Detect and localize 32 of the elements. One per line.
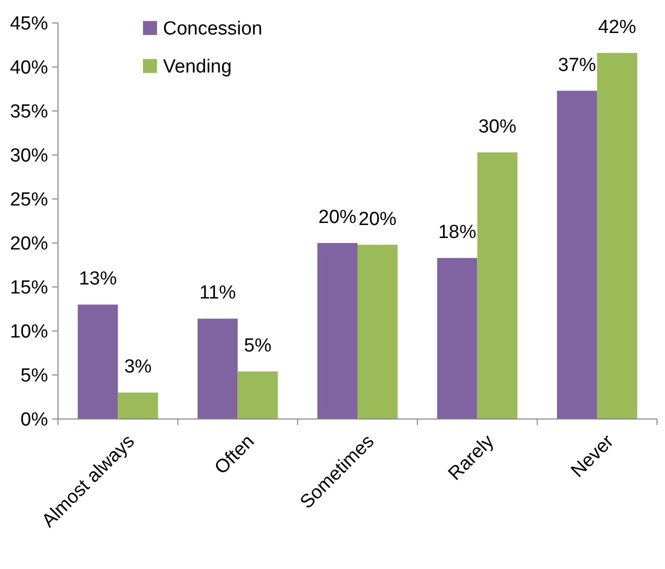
legend-label: Vending <box>163 56 232 78</box>
data-label: 13% <box>78 268 117 290</box>
data-label: 30% <box>478 116 516 138</box>
bar <box>358 244 398 419</box>
bar <box>238 371 278 419</box>
data-label: 5% <box>244 335 272 356</box>
data-label: 37% <box>558 54 596 76</box>
bar <box>317 243 358 419</box>
bar <box>477 152 518 419</box>
y-tick-label: 25% <box>10 190 48 211</box>
data-label: 20% <box>318 207 357 228</box>
y-tick-label: 40% <box>10 58 48 79</box>
data-label: 11% <box>199 282 236 304</box>
y-tick-label: 30% <box>10 146 48 167</box>
bar <box>437 258 478 419</box>
bar <box>78 304 118 419</box>
bar <box>198 318 238 419</box>
bar <box>556 90 598 419</box>
legend-label: Concession <box>163 18 262 40</box>
y-tick-label: 5% <box>20 366 48 387</box>
bar <box>597 52 638 419</box>
data-label: 18% <box>438 222 476 243</box>
data-label: 42% <box>598 16 636 38</box>
bar <box>118 392 158 419</box>
y-tick-label: 35% <box>10 102 48 123</box>
y-tick-label: 20% <box>10 234 48 255</box>
y-tick-label: 0% <box>20 410 48 431</box>
data-label: 3% <box>124 356 152 378</box>
y-tick-label: 45% <box>10 14 48 35</box>
y-tick-label: 10% <box>10 322 48 343</box>
y-tick-label: 15% <box>10 278 48 299</box>
data-label: 20% <box>358 208 397 230</box>
